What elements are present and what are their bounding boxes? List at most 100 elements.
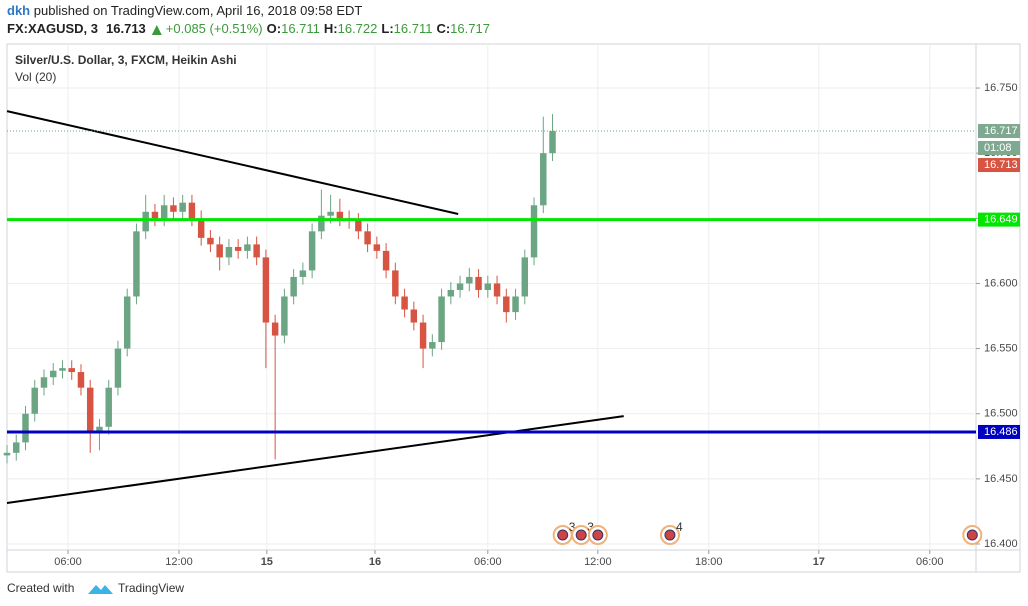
x-tick-label: 16 [369, 556, 381, 568]
event-flag [557, 529, 569, 541]
candle-body [114, 348, 122, 388]
candle-body [475, 276, 482, 290]
candle-body [392, 270, 399, 297]
candle-body [179, 202, 186, 212]
x-tick-label: 18:00 [695, 556, 723, 568]
candle-body [530, 205, 538, 258]
x-tick-label: 06:00 [474, 556, 502, 568]
footer-text: Created with [7, 581, 74, 595]
candle-body [49, 370, 57, 378]
x-tick-label: 12:00 [584, 556, 612, 568]
candle-body [549, 131, 556, 154]
last-price: 16.713 [106, 21, 146, 36]
x-tick-label: 15 [261, 556, 273, 568]
candle-body [540, 153, 547, 206]
candle-body [327, 211, 334, 216]
candle-body [22, 413, 29, 443]
y-tick-label: 16.500 [984, 408, 1018, 420]
candle-body [401, 296, 408, 310]
y-tick-label: 16.450 [984, 473, 1018, 485]
up-arrow [151, 25, 162, 35]
indicator-label: Vol (20) [15, 70, 56, 84]
price-tag-label: 16.717 [984, 125, 1018, 137]
candle-body [438, 296, 445, 343]
candle-body [512, 296, 519, 313]
candle-body [234, 246, 242, 251]
price-tag-label: 16.649 [984, 214, 1018, 226]
candle-body [271, 322, 279, 336]
candle-body [419, 322, 427, 349]
candle-body [13, 442, 20, 453]
y-tick-label: 16.550 [984, 342, 1018, 354]
x-tick-label: 12:00 [165, 556, 193, 568]
ohlc-label: H: [324, 21, 338, 36]
candle-body [336, 211, 344, 219]
candle-body [484, 283, 492, 290]
candle-body [253, 244, 260, 258]
price-tag [978, 158, 1020, 173]
candle-body [77, 372, 85, 388]
candle-body [493, 283, 501, 297]
published-text: published on TradingView.com, April 16, … [34, 3, 363, 18]
candle-body [373, 244, 381, 251]
event-flag [966, 529, 978, 541]
ticker-line: FX:XAGUSD, 3 16.713 +0.085 (+0.51%) O: 16.71… [7, 21, 490, 36]
ohlc-label: O: [267, 21, 281, 36]
candle-body [318, 215, 325, 232]
candle-body [456, 283, 464, 290]
price-tag-label: 16.486 [984, 426, 1018, 438]
candle-body [105, 387, 112, 427]
candle-body [40, 377, 48, 388]
ohlc-label: L: [381, 21, 393, 36]
x-tick-label: 06:00 [54, 556, 82, 568]
candle-body [216, 244, 223, 258]
candle-body [281, 296, 288, 336]
candle-body [133, 231, 140, 297]
event-flag [592, 529, 604, 541]
candle-body [31, 387, 38, 414]
brand-logo [88, 585, 113, 594]
candle-body [3, 452, 11, 456]
candle-body [96, 426, 103, 434]
event-count: 3 [587, 520, 594, 534]
candle-body [225, 246, 233, 258]
change: +0.085 (+0.51%) [166, 21, 263, 36]
candle-body [299, 270, 307, 277]
y-tick-label: 16.400 [984, 538, 1018, 550]
price-tag [978, 124, 1020, 139]
candle-body [151, 211, 159, 219]
symbol: FX:XAGUSD, 3 [7, 21, 98, 36]
brand[interactable]: TradingView [118, 581, 184, 595]
price-tag-label: 01:08 [984, 142, 1012, 154]
candle-body [308, 231, 316, 271]
x-tick-label: 06:00 [916, 556, 944, 568]
candle-body [142, 211, 149, 232]
candle-body [503, 296, 510, 313]
ohlc-value: 16.711 [394, 21, 433, 36]
y-tick-label: 16.750 [984, 82, 1018, 94]
candle-body [364, 231, 371, 245]
candle-body [262, 257, 270, 323]
ohlc-value: 16.717 [450, 21, 490, 36]
candle-body [86, 387, 94, 434]
chart-title: Silver/U.S. Dollar, 3, FXCM, Heikin Ashi [15, 53, 237, 67]
candle-body [447, 289, 455, 297]
candle-body [68, 368, 75, 373]
candle-body [123, 296, 131, 349]
y-tick-label: 16.600 [984, 277, 1018, 289]
chart-frame [6, 43, 1021, 573]
event-count: 3 [569, 520, 576, 534]
candle-body [244, 244, 251, 251]
candle-body [207, 237, 214, 245]
candle-body [521, 257, 529, 297]
price-tag [978, 141, 1020, 156]
trendline [6, 110, 459, 215]
event-flag [575, 529, 587, 541]
event-flag [664, 529, 676, 541]
publisher[interactable]: dkh [7, 3, 30, 18]
candle-body [160, 205, 168, 219]
candle-body [170, 205, 177, 212]
candle-body [197, 218, 205, 238]
candle-body [290, 276, 297, 297]
